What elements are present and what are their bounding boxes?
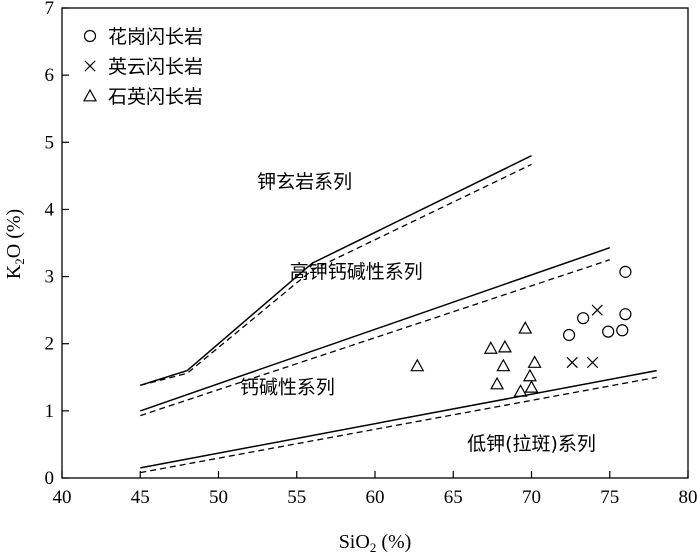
plot-frame — [61, 7, 689, 479]
region-label: 钙碱性系列 — [240, 376, 335, 398]
boundary-line-dashed — [140, 163, 532, 386]
data-point-cross — [591, 304, 603, 316]
data-point-triangle — [524, 380, 539, 393]
legend-label: 花岗闪长岩 — [108, 26, 203, 48]
data-point-cross — [566, 356, 578, 369]
data-point-circle — [577, 312, 590, 325]
region-label: 钾玄岩系列 — [257, 171, 352, 193]
x-tick-label: 40 — [53, 487, 72, 508]
data-point-triangle — [522, 368, 537, 382]
x-tick-label: 70 — [522, 487, 541, 508]
data-point-triangle — [490, 376, 505, 390]
boundary-line-solid — [140, 369, 657, 469]
data-point-triangle — [483, 341, 498, 354]
boundary-line-solid — [140, 246, 611, 412]
y-tick-label: 0 — [45, 468, 55, 489]
legend-marker-triangle — [82, 88, 98, 102]
data-point-triangle — [410, 358, 425, 372]
data-point-triangle — [496, 358, 511, 372]
y-tick-label: 2 — [45, 334, 55, 355]
x-tick-label: 80 — [679, 487, 698, 508]
x-tick-label: 55 — [287, 487, 306, 508]
data-point-cross — [586, 356, 599, 369]
data-point-triangle — [527, 355, 542, 368]
data-point-circle — [562, 328, 576, 342]
y-tick-label: 7 — [45, 0, 55, 19]
region-label: 低钾(拉斑)系列 — [467, 433, 596, 455]
y-tick-label: 3 — [45, 267, 55, 288]
data-point-circle — [602, 325, 615, 338]
plot-border — [61, 7, 689, 479]
y-axis-title: K2O (%) — [3, 209, 27, 279]
region-label: 高钾钙碱性系列 — [290, 261, 423, 283]
x-axis-title: SiO2 (%) — [339, 531, 412, 555]
legend-label: 石英闪长岩 — [108, 86, 203, 108]
data-point-circle — [619, 308, 632, 321]
x-tick-label: 60 — [366, 487, 385, 508]
y-tick-label: 4 — [45, 199, 55, 220]
data-point-circle — [619, 265, 632, 278]
legend-marker-circle — [83, 29, 97, 43]
data-point-triangle — [513, 384, 528, 397]
legend-label: 英云闪长岩 — [108, 56, 203, 78]
y-tick-label: 5 — [45, 132, 55, 153]
x-tick-label: 50 — [209, 487, 228, 508]
x-tick-label: 45 — [131, 487, 150, 508]
boundary-line-dashed — [140, 259, 611, 417]
data-point-circle — [616, 324, 629, 337]
y-tick-label: 6 — [45, 65, 55, 86]
data-point-triangle — [518, 321, 533, 334]
series-boundary-lines — [140, 155, 657, 474]
x-tick-label: 75 — [600, 487, 619, 508]
x-tick-label: 65 — [444, 487, 463, 508]
data-point-triangle — [497, 339, 512, 353]
legend-marker-cross — [84, 60, 96, 72]
boundary-line-dashed — [140, 376, 657, 474]
boundary-line-solid — [140, 155, 532, 387]
data-points — [410, 265, 632, 397]
y-tick-label: 1 — [45, 401, 55, 422]
